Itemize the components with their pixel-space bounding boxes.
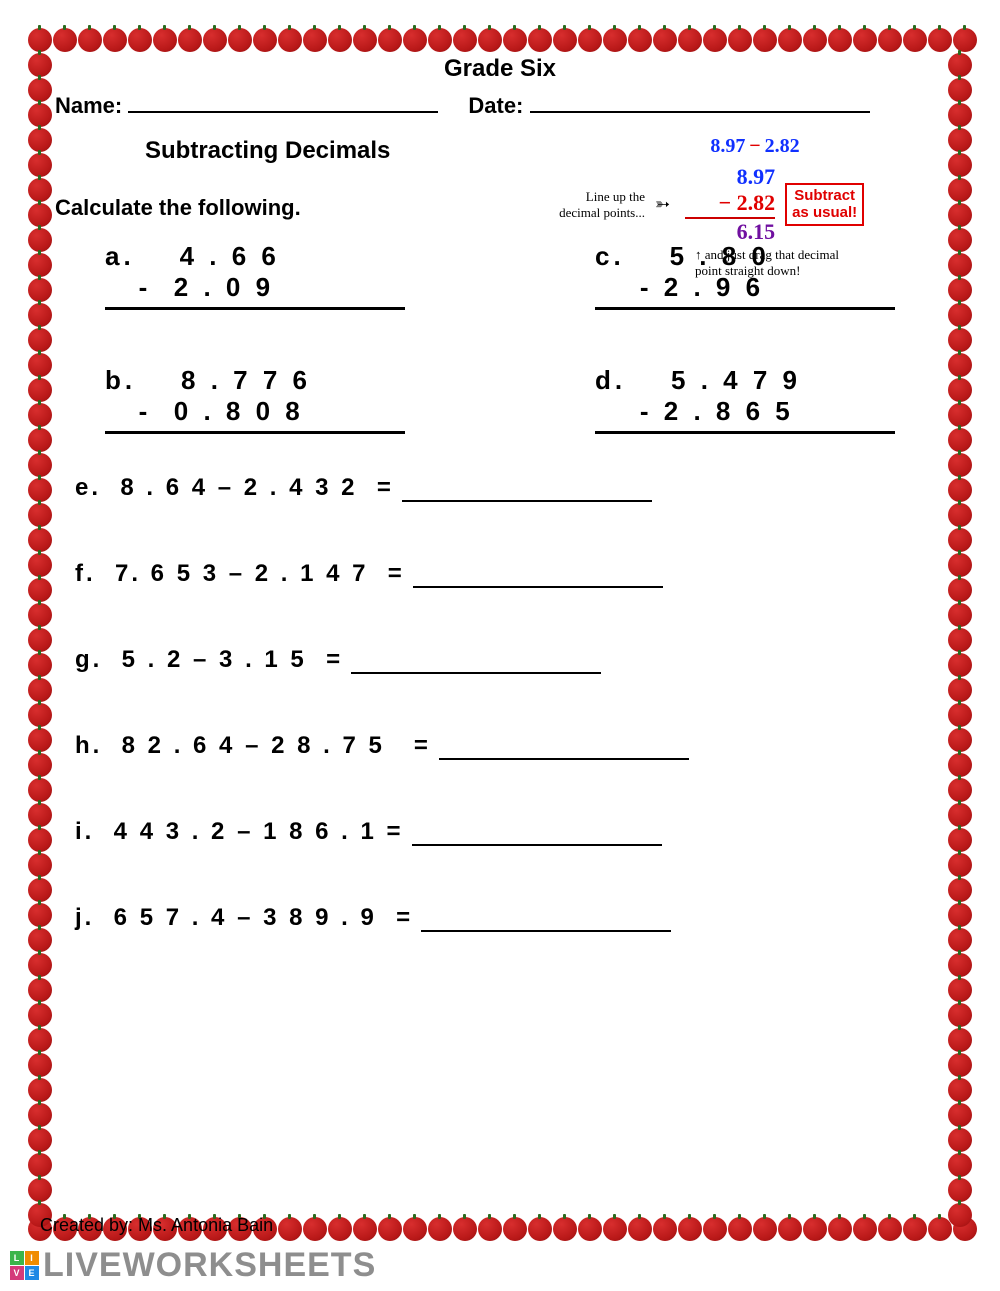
problem-e: e. 8 . 6 4 – 2 . 4 3 2 = <box>75 474 945 502</box>
date-blank[interactable] <box>530 91 870 113</box>
problem-j: j. 6 5 7 . 4 – 3 8 9 . 9 = <box>75 904 945 932</box>
answer-blank-h[interactable] <box>439 738 689 760</box>
header-row: Name: Date: <box>55 91 945 119</box>
badge-tr: I <box>25 1251 39 1265</box>
answer-blank-i[interactable] <box>412 824 662 846</box>
answer-blank-j[interactable] <box>421 910 671 932</box>
watermark-badge: L I V E <box>10 1251 39 1280</box>
problem-i: i. 4 4 3 . 2 – 1 8 6 . 1 = <box>75 818 945 846</box>
problem-h: h. 8 2 . 6 4 – 2 8 . 7 5 = <box>75 732 945 760</box>
example-note-left: Line up the decimal points... <box>535 189 645 221</box>
problem-a: a. 4 . 6 6 - 2 . 0 9 <box>105 241 405 310</box>
example-operand-b: 2.82 <box>765 135 800 157</box>
badge-bl: V <box>10 1266 24 1280</box>
example-operator: − <box>749 135 760 157</box>
name-blank[interactable] <box>128 91 438 113</box>
problem-g: g. 5 . 2 – 3 . 1 5 = <box>75 646 945 674</box>
arrow-icon: ➳ <box>655 194 670 215</box>
page-title: Grade Six <box>55 55 945 83</box>
badge-tl: L <box>10 1251 24 1265</box>
example-col-top: 8.97 <box>680 164 775 190</box>
example-operand-a: 8.97 <box>710 135 745 157</box>
problem-f: f. 7. 6 5 3 – 2 . 1 4 7 = <box>75 560 945 588</box>
example-callout: Subtract as usual! <box>785 183 864 226</box>
inline-problems: e. 8 . 6 4 – 2 . 4 3 2 = f. 7. 6 5 3 – 2… <box>75 474 945 932</box>
watermark-text: LIVEWORKSHEETS <box>43 1246 376 1285</box>
badge-br: E <box>25 1266 39 1280</box>
example-col-result: 6.15 <box>680 219 775 245</box>
answer-blank-g[interactable] <box>351 652 601 674</box>
watermark: L I V E LIVEWORKSHEETS <box>10 1246 376 1285</box>
example-note-bottom: ↑ and just drag that decimal point strai… <box>695 247 915 279</box>
name-label: Name: <box>55 93 122 118</box>
answer-blank-f[interactable] <box>413 566 663 588</box>
date-field: Date: <box>468 91 869 119</box>
answer-blank-e[interactable] <box>402 480 652 502</box>
name-field: Name: <box>55 91 438 119</box>
credit-line: Created by: Ms. Antonia Bain <box>40 1215 273 1236</box>
example-col-minus: − 2.82 <box>680 190 775 216</box>
problem-b: b. 8 . 7 7 6 - 0 . 8 0 8 <box>105 365 405 434</box>
date-label: Date: <box>468 93 523 118</box>
example-diagram: 8.97 − 2.82 Line up the decimal points..… <box>535 135 915 295</box>
worksheet-content: Grade Six Name: Date: Subtracting Decima… <box>55 55 945 1211</box>
problem-d: d. 5 . 4 7 9 - 2 . 8 6 5 <box>595 365 895 434</box>
